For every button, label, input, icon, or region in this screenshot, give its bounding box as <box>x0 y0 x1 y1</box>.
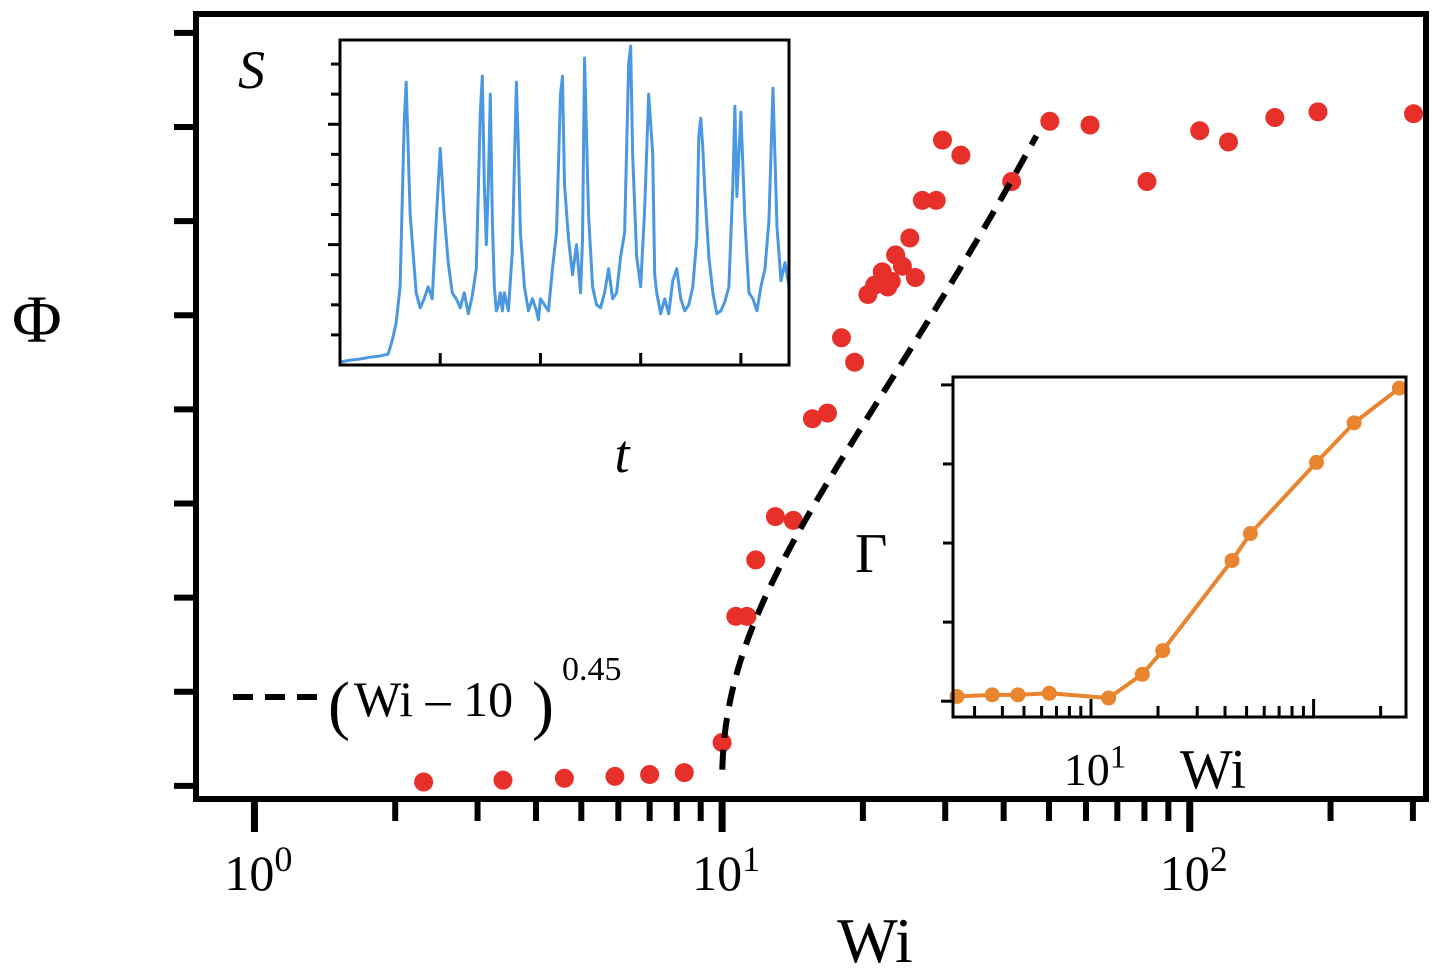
data-point <box>926 190 946 210</box>
data-point <box>493 770 513 790</box>
inset-gamma-ticks: 101 <box>941 383 1383 795</box>
data-point <box>414 772 434 792</box>
main-x-tick-label: 101 <box>692 839 760 901</box>
inset-time-series-y-label: S <box>238 40 265 100</box>
gamma-data-point <box>984 687 1000 703</box>
inset-gamma-x-tick-label-base: 10 <box>1064 744 1110 795</box>
inset-time-series-line <box>339 44 791 364</box>
inset-gamma-x-tick-label-exponent: 1 <box>1110 739 1127 776</box>
data-point <box>765 507 785 527</box>
fit-legend-open-paren: ( <box>328 669 350 742</box>
gamma-data-point <box>1308 454 1324 470</box>
data-point <box>817 403 837 423</box>
data-point <box>951 145 971 165</box>
data-point <box>802 409 822 429</box>
main-x-tick-label-base: 10 <box>692 845 742 901</box>
data-point <box>933 130 953 150</box>
gamma-data-point <box>1010 687 1026 703</box>
data-point <box>1080 115 1100 135</box>
main-plot: 100 101 102 Φ Wi ( Wi – 10 ) 0.45 <box>12 11 1429 976</box>
inset-gamma-x-label: Wi <box>1180 739 1246 801</box>
data-point <box>900 228 920 248</box>
data-point <box>881 271 901 291</box>
data-point <box>1040 111 1060 131</box>
data-point <box>605 766 625 786</box>
main-x-axis-label: Wi <box>837 905 913 971</box>
inset-time-series-ticks <box>328 62 743 365</box>
inset-time-series: S t <box>238 38 791 484</box>
data-point <box>845 352 865 372</box>
fit-legend: ( Wi – 10 ) 0.45 <box>233 651 622 742</box>
inset-gamma: 101 Γ Wi <box>855 375 1408 801</box>
inset-time-series-x-label: t <box>614 424 631 484</box>
data-point <box>905 268 925 288</box>
inset-gamma-points <box>949 380 1407 706</box>
data-point <box>783 510 803 530</box>
fit-legend-close-paren: ) <box>532 669 554 742</box>
fit-legend-exponent: 0.45 <box>562 651 622 688</box>
inset-gamma-background <box>953 377 1406 717</box>
data-point <box>831 328 851 348</box>
main-x-tick-label-exponent: 0 <box>274 839 292 879</box>
main-x-tick-label-base: 10 <box>1160 845 1210 901</box>
gamma-data-point <box>1391 380 1407 396</box>
data-point <box>640 765 660 785</box>
main-x-tick-label: 102 <box>1160 839 1228 901</box>
data-point <box>912 190 932 210</box>
data-point <box>1265 108 1285 128</box>
gamma-data-point <box>1101 690 1117 706</box>
data-point <box>737 606 757 626</box>
gamma-data-point <box>1224 552 1240 568</box>
fit-legend-expression: Wi – 10 <box>354 671 513 727</box>
gamma-data-point <box>1041 685 1057 701</box>
inset-gamma-y-label: Γ <box>855 523 887 585</box>
inset-time-series-frame <box>338 38 791 367</box>
data-point <box>1404 104 1424 124</box>
data-point <box>1218 132 1238 152</box>
data-point <box>1190 121 1210 141</box>
data-point <box>746 550 766 570</box>
inset-gamma-frame <box>951 375 1408 719</box>
main-x-tick-label-exponent: 1 <box>742 839 760 879</box>
data-point <box>892 256 912 276</box>
main-ticks: 100 101 102 <box>174 29 1416 901</box>
data-point <box>554 768 574 788</box>
inset-gamma-x-tick-label: 101 <box>1064 739 1127 795</box>
power-law-fit-curve <box>719 134 1040 770</box>
main-y-axis-label: Φ <box>12 281 62 357</box>
main-x-tick-label: 100 <box>224 839 292 901</box>
main-x-tick-label-exponent: 2 <box>1210 839 1228 879</box>
data-point <box>1137 172 1157 192</box>
gamma-data-point <box>1134 666 1150 682</box>
gamma-data-point <box>1346 415 1362 431</box>
data-point <box>1308 102 1328 122</box>
gamma-data-point <box>1242 526 1258 542</box>
main-x-tick-label-base: 10 <box>224 845 274 901</box>
gamma-data-point <box>1155 643 1171 659</box>
data-point <box>674 763 694 783</box>
